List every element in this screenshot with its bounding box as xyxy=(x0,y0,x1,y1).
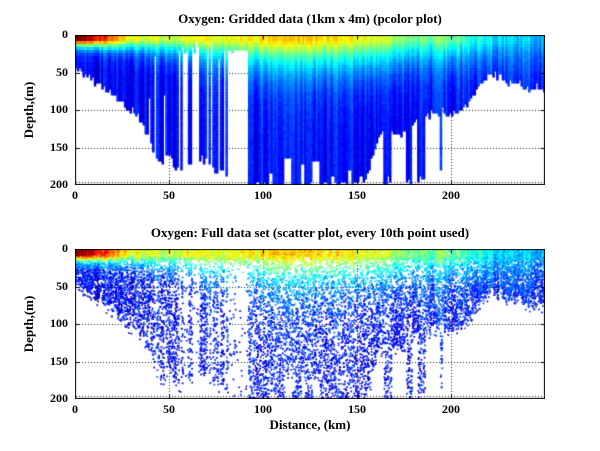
scatter-y-tick-labels: 0 50 100 150 200 xyxy=(34,241,70,405)
scatter-plot-canvas xyxy=(75,249,545,399)
y-tick-label: 200 xyxy=(50,177,68,191)
x-tick-label: 0 xyxy=(72,402,78,416)
y-tick-label: 150 xyxy=(50,139,68,154)
pcolor-plot-title: Oxygen: Gridded data (1km x 4m) (pcolor … xyxy=(178,11,442,26)
x-axis-label: Distance, (km) xyxy=(269,417,351,432)
scatter-plot-axes xyxy=(75,249,545,399)
y-tick-label: 0 xyxy=(62,27,68,41)
x-tick-label: 200 xyxy=(442,402,460,416)
y-tick-label: 50 xyxy=(56,278,68,293)
x-tick-label: 200 xyxy=(442,188,460,202)
pcolor-y-tick-labels: 0 50 100 150 200 xyxy=(34,27,70,191)
pcolor-y-axis-label: Depth,(m) xyxy=(21,81,36,139)
pcolor-plot-axes xyxy=(75,35,545,185)
x-tick-label: 150 xyxy=(348,402,366,416)
x-tick-label: 100 xyxy=(254,188,272,202)
y-tick-label: 100 xyxy=(50,316,68,330)
y-tick-label: 50 xyxy=(56,64,68,79)
scatter-plot-title: Oxygen: Full data set (scatter plot, eve… xyxy=(150,225,470,240)
pcolor-x-tick-labels: 0 50 100 150 200 xyxy=(72,188,545,203)
x-tick-label: 0 xyxy=(72,188,78,202)
x-tick-label: 150 xyxy=(348,188,366,202)
x-tick-label: 50 xyxy=(163,188,175,202)
y-tick-label: 200 xyxy=(50,391,68,405)
y-tick-label: 100 xyxy=(50,102,68,116)
scatter-y-axis-label: Depth,(m) xyxy=(21,295,36,353)
pcolor-plot-canvas xyxy=(75,35,545,185)
y-tick-label: 0 xyxy=(62,241,68,255)
y-tick-label: 150 xyxy=(50,353,68,368)
x-tick-label: 50 xyxy=(163,402,175,416)
scatter-x-tick-labels: 0 50 100 150 200 xyxy=(72,402,545,417)
x-tick-label: 100 xyxy=(254,402,272,416)
